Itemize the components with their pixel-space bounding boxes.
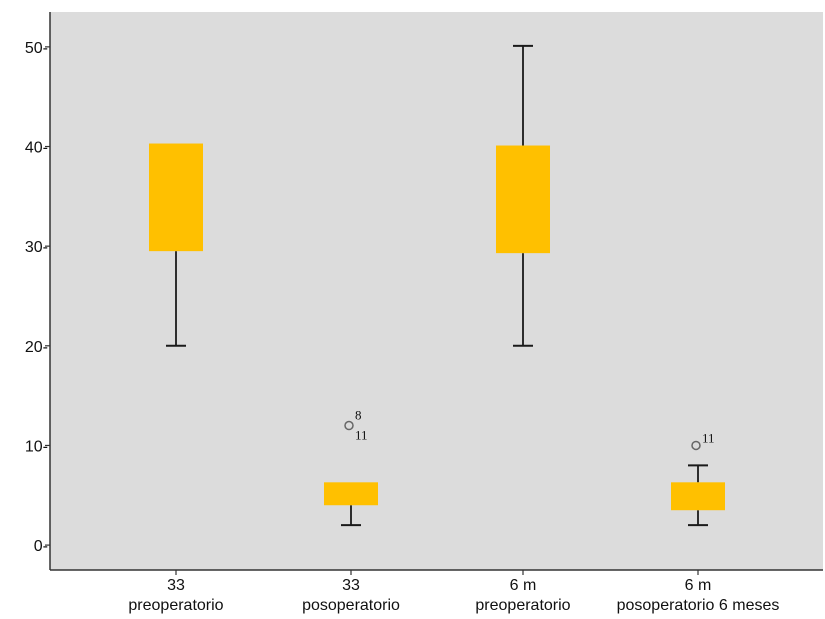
y-tick-label: 10- [25,438,48,455]
y-tick-label: 20- [25,339,48,356]
x-category-label-line1: 33 [167,577,185,594]
y-tick-label: 30- [25,239,48,256]
box-group: 811 [324,408,378,527]
x-category-label-line2: posoperatorio [302,597,400,614]
x-axis: 33 preoperatorio 33 posoperatorio 6 m preoper… [50,569,823,614]
plot-background [50,12,823,570]
outlier-point [691,440,701,451]
box-group: 11 [671,430,725,527]
outlier-label: 11 [702,430,715,445]
outlier-label: 11 [355,428,368,443]
box-iqr [324,482,378,506]
outlier-label: 8 [355,408,362,423]
x-category-label-line1: 33 [342,577,360,594]
box-iqr [496,145,550,254]
boxes-group: 811 11 [149,44,725,527]
box-iqr [149,143,203,252]
x-category-label-line2: preoperatorio [475,597,570,614]
x-category-label-line2: preoperatorio [128,597,223,614]
box-iqr [671,482,725,511]
x-category-label-line1: 6 m [510,577,537,594]
x-category-label-line2: posoperatorio 6 meses [617,597,780,614]
x-category-label-line1: 6 m [685,577,712,594]
box-group [149,143,203,347]
y-tick-label: 50- [25,40,48,57]
box-group [496,44,550,347]
outlier-point [344,420,354,431]
y-axis: 0- 10- 20- 30- 40- 50- [25,12,51,570]
y-tick-label: 40- [25,140,48,157]
y-tick-label: 0- [34,538,48,555]
